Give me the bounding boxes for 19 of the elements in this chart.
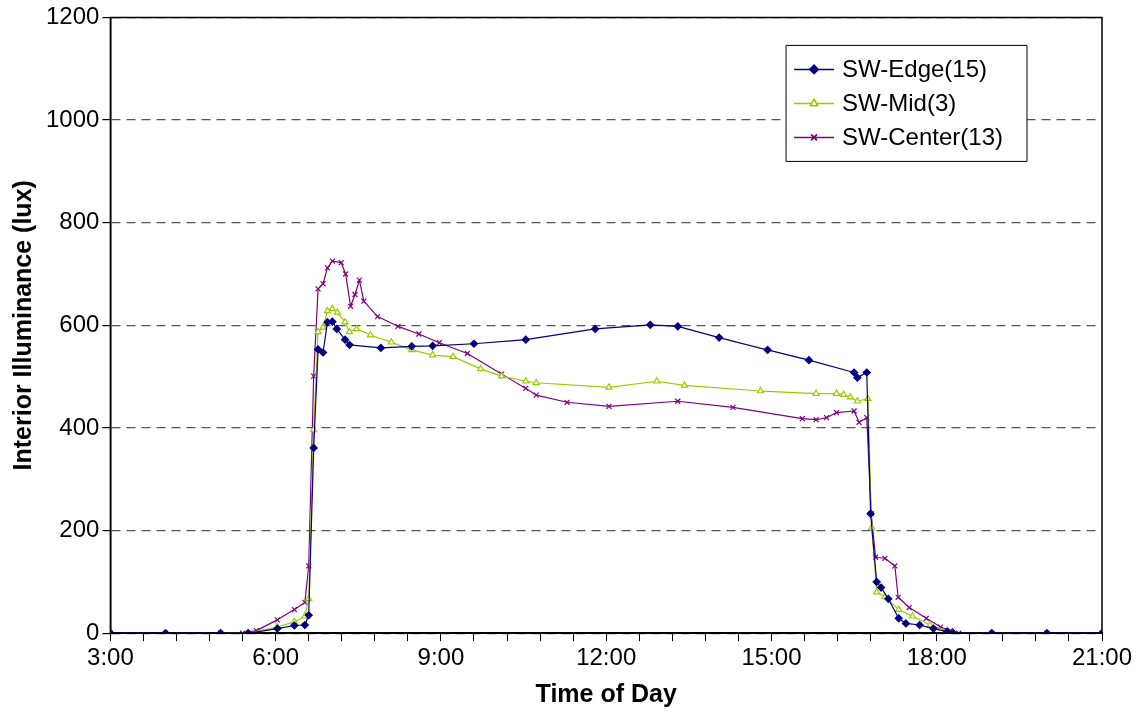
legend-label: SW-Mid(3): [842, 89, 957, 117]
x-tick-label: 21:00: [1071, 643, 1133, 671]
y-tick-label: 1200: [46, 2, 100, 30]
x-axis-title: Time of Day: [535, 678, 677, 707]
x-tick-label: 12:00: [576, 643, 637, 671]
x-tick-label: 15:00: [741, 643, 802, 671]
x-tick-label: 18:00: [906, 643, 967, 671]
y-tick-label: 400: [59, 412, 100, 440]
y-tick-label: 600: [59, 309, 100, 337]
y-tick-label: 200: [59, 515, 100, 543]
y-tick-label: 800: [59, 207, 100, 235]
x-tick-label: 3:00: [87, 643, 134, 671]
legend-label: SW-Edge(15): [842, 55, 988, 83]
y-tick-label: 1000: [46, 104, 100, 132]
x-tick-label: 9:00: [417, 643, 465, 671]
x-tick-label: 6:00: [252, 643, 300, 671]
legend-label: SW-Center(13): [842, 123, 1003, 151]
y-tick-label: 0: [86, 617, 100, 645]
y-axis-title: Interior Illuminance (lux): [7, 180, 36, 471]
